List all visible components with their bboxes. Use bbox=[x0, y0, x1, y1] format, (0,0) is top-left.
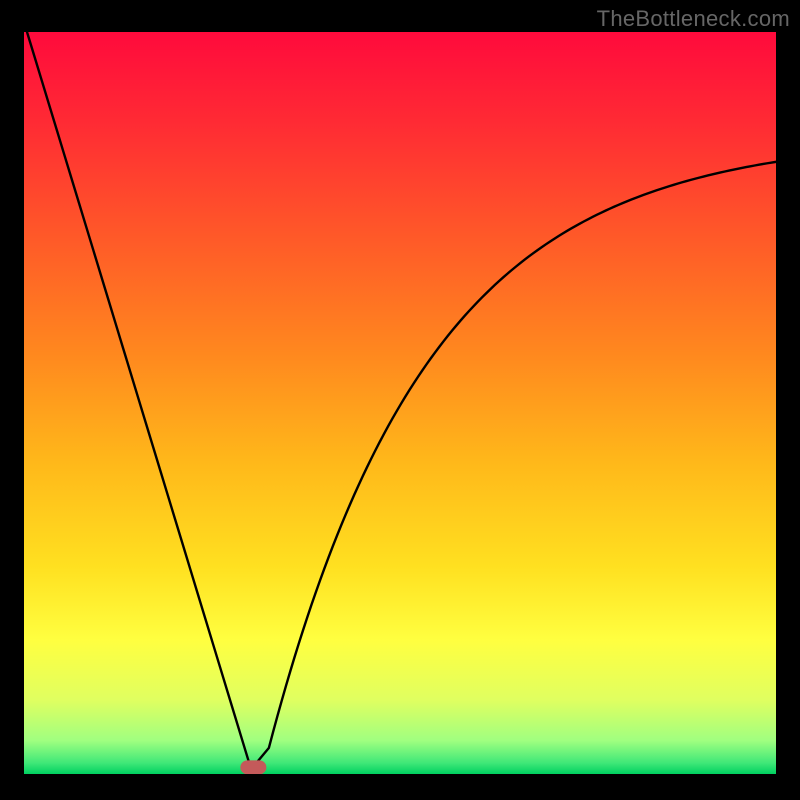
curve-layer bbox=[24, 32, 776, 774]
plot-area bbox=[24, 32, 776, 774]
chart-container: TheBottleneck.com bbox=[0, 0, 800, 800]
dip-marker bbox=[240, 760, 266, 774]
bottleneck-curve bbox=[27, 32, 776, 767]
watermark-label: TheBottleneck.com bbox=[597, 6, 790, 32]
